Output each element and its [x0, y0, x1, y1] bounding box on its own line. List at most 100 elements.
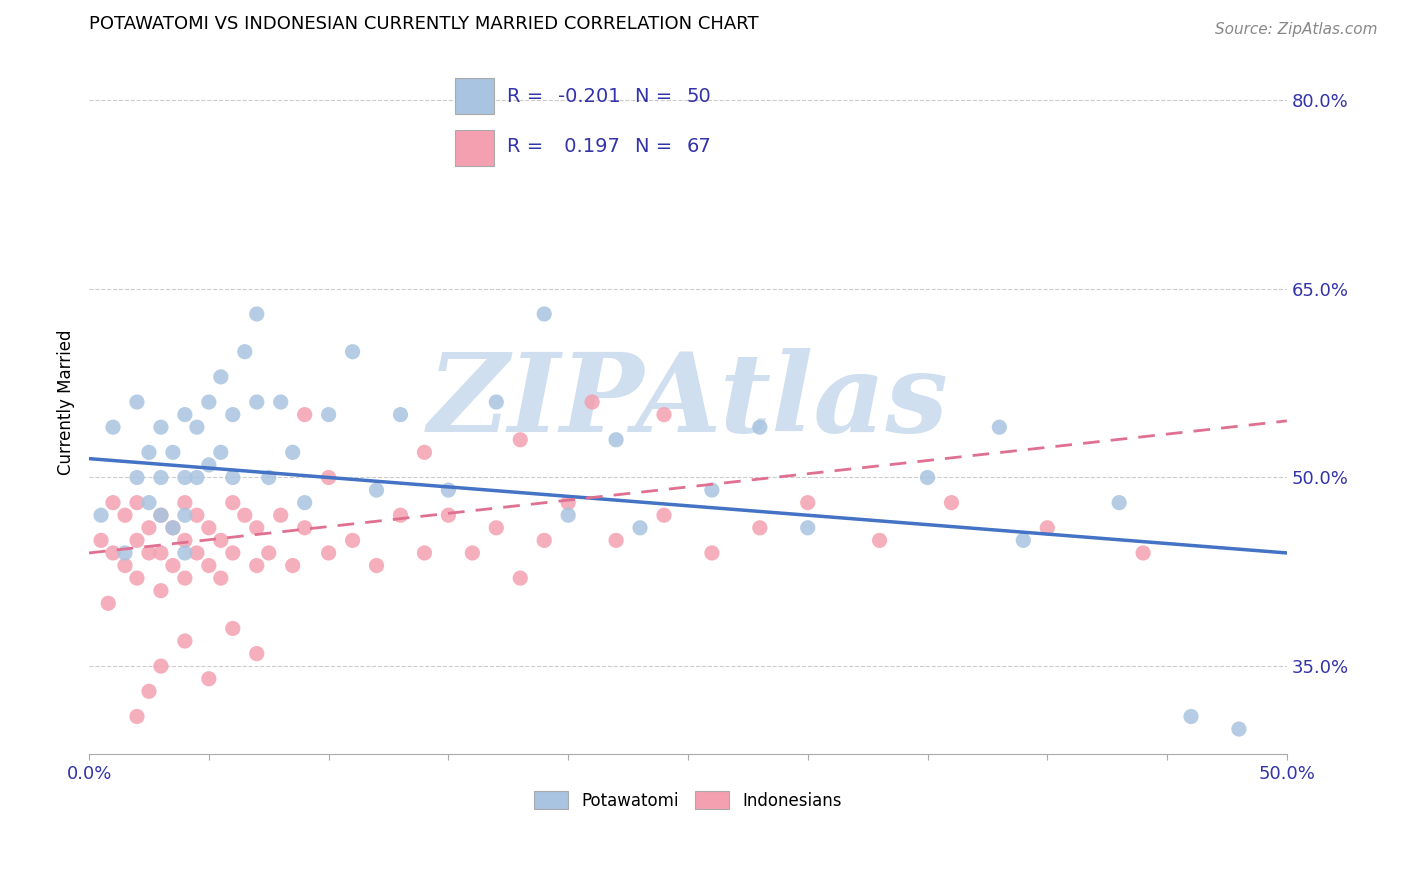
Point	[796, 496, 818, 510]
Point	[97, 596, 120, 610]
Legend: Potawatomi, Indonesians: Potawatomi, Indonesians	[527, 785, 848, 816]
Point	[1180, 709, 1202, 723]
Point	[246, 307, 269, 321]
Point	[125, 496, 148, 510]
Point	[318, 408, 340, 422]
Point	[198, 395, 221, 409]
Point	[257, 546, 280, 560]
Point	[174, 546, 197, 560]
Point	[138, 546, 160, 560]
Point	[125, 533, 148, 548]
Point	[557, 508, 579, 523]
Point	[162, 445, 184, 459]
Point	[149, 659, 172, 673]
Point	[700, 483, 723, 497]
Point	[138, 496, 160, 510]
Point	[198, 521, 221, 535]
Point	[1036, 521, 1059, 535]
Point	[281, 445, 304, 459]
Point	[389, 508, 412, 523]
Point	[437, 508, 460, 523]
Point	[318, 470, 340, 484]
Point	[174, 634, 197, 648]
Point	[138, 445, 160, 459]
Point	[149, 508, 172, 523]
Point	[149, 420, 172, 434]
Point	[101, 496, 124, 510]
Point	[1012, 533, 1035, 548]
Point	[366, 558, 388, 573]
Point	[342, 533, 364, 548]
Point	[125, 571, 148, 585]
Point	[437, 483, 460, 497]
Point	[209, 533, 232, 548]
Point	[90, 533, 112, 548]
Point	[114, 546, 136, 560]
Point	[125, 709, 148, 723]
Point	[186, 470, 208, 484]
Point	[174, 571, 197, 585]
Point	[413, 546, 436, 560]
Point	[90, 508, 112, 523]
Point	[186, 546, 208, 560]
Point	[605, 433, 627, 447]
Point	[605, 533, 627, 548]
Point	[652, 408, 675, 422]
Text: Source: ZipAtlas.com: Source: ZipAtlas.com	[1215, 22, 1378, 37]
Point	[246, 521, 269, 535]
Point	[198, 672, 221, 686]
Point	[294, 521, 316, 535]
Point	[628, 521, 651, 535]
Point	[485, 395, 508, 409]
Point	[509, 571, 531, 585]
Point	[186, 508, 208, 523]
Point	[209, 571, 232, 585]
Point	[461, 546, 484, 560]
Point	[233, 344, 256, 359]
Point	[748, 521, 770, 535]
Point	[342, 344, 364, 359]
Point	[270, 395, 292, 409]
Point	[125, 395, 148, 409]
Point	[209, 445, 232, 459]
Point	[1227, 722, 1250, 736]
Point	[533, 533, 555, 548]
Point	[652, 508, 675, 523]
Point	[1132, 546, 1154, 560]
Point	[581, 395, 603, 409]
Point	[174, 470, 197, 484]
Point	[149, 508, 172, 523]
Text: ZIPAtlas: ZIPAtlas	[427, 348, 949, 456]
Point	[533, 307, 555, 321]
Point	[162, 521, 184, 535]
Point	[246, 395, 269, 409]
Point	[222, 496, 245, 510]
Point	[413, 445, 436, 459]
Point	[174, 408, 197, 422]
Point	[485, 521, 508, 535]
Point	[700, 546, 723, 560]
Point	[294, 496, 316, 510]
Text: POTAWATOMI VS INDONESIAN CURRENTLY MARRIED CORRELATION CHART: POTAWATOMI VS INDONESIAN CURRENTLY MARRI…	[89, 15, 759, 33]
Point	[101, 546, 124, 560]
Point	[294, 408, 316, 422]
Point	[246, 558, 269, 573]
Point	[1108, 496, 1130, 510]
Point	[162, 521, 184, 535]
Point	[869, 533, 891, 548]
Point	[257, 470, 280, 484]
Point	[270, 508, 292, 523]
Point	[174, 533, 197, 548]
Point	[125, 470, 148, 484]
Point	[222, 470, 245, 484]
Point	[796, 521, 818, 535]
Point	[101, 420, 124, 434]
Point	[114, 508, 136, 523]
Point	[209, 369, 232, 384]
Point	[138, 684, 160, 698]
Point	[557, 496, 579, 510]
Point	[233, 508, 256, 523]
Point	[186, 420, 208, 434]
Point	[149, 470, 172, 484]
Point	[318, 546, 340, 560]
